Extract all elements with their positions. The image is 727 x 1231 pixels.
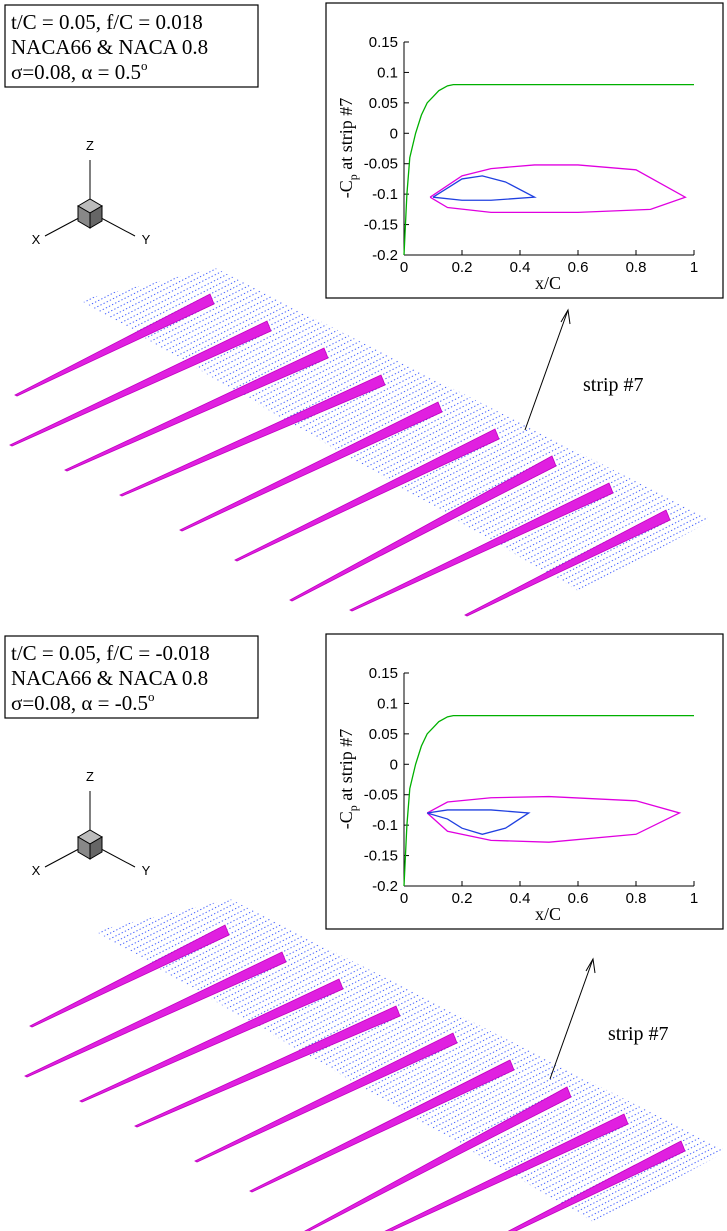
x-tick-label: 0.8 [626, 890, 647, 907]
series-line [432, 175, 537, 201]
x-tick-label: 0 [400, 259, 408, 276]
y-tick-label: -0.1 [372, 817, 398, 834]
blade [134, 1005, 401, 1128]
y-label-sub: p [346, 805, 360, 811]
triad-label: X [32, 232, 41, 247]
annotation: strip #7 [583, 374, 644, 396]
triad-label: Z [86, 769, 94, 784]
y-tick-label: 0.1 [377, 695, 398, 712]
case-text: NACA66 & NACA 0.8 [11, 666, 208, 690]
y-tick-label: -0.15 [364, 848, 398, 865]
blade [234, 428, 500, 562]
y-tick-label: -0.2 [372, 247, 398, 264]
y-tick-label: 0 [390, 125, 398, 142]
wing-mesh [24, 899, 727, 1231]
series-line [429, 164, 687, 214]
case-box [4, 4, 259, 88]
blade [194, 1032, 458, 1163]
x-axis-label: x/C [535, 904, 561, 924]
inset-frame [325, 633, 724, 930]
case-text-sup: o [141, 58, 148, 73]
blade [14, 293, 215, 397]
x-tick-label: 0 [400, 890, 408, 907]
case-text: NACA66 & NACA 0.8 [11, 35, 208, 59]
triad-label: X [32, 863, 41, 878]
x-tick-label: 0.8 [626, 259, 647, 276]
blade [464, 509, 671, 617]
case-text: t/C = 0.05, f/C = 0.018 [11, 10, 203, 34]
y-tick-label: 0.15 [369, 34, 398, 51]
y-tick-label: -0.15 [364, 217, 398, 234]
case-text: σ=0.08, α = 0.5o [11, 58, 148, 84]
blade [79, 978, 344, 1103]
arrow [549, 958, 594, 1080]
blade [249, 1059, 515, 1193]
triad-cube [89, 836, 103, 860]
y-tick-label: 0 [390, 756, 398, 773]
y-tick-label: 0.05 [369, 726, 398, 743]
x-tick-label: 1 [690, 259, 698, 276]
inset-frame [325, 2, 724, 299]
triad-label: Y [142, 863, 151, 878]
y-label-rest: at strip #7 [336, 729, 356, 806]
triad-cube [89, 205, 103, 229]
triad-label: Z [86, 138, 94, 153]
blade [24, 951, 287, 1078]
arrow-head [560, 308, 571, 325]
arrow [524, 309, 569, 431]
case-text-sup: o [148, 689, 155, 704]
y-label-sub: p [346, 174, 360, 180]
y-axis-label: -Cp at strip #7 [336, 729, 360, 830]
series-line [426, 795, 682, 843]
y-tick-label: -0.1 [372, 186, 398, 203]
wing-mesh [9, 268, 712, 617]
x-tick-label: 0.4 [510, 259, 531, 276]
triad-label: Y [142, 232, 151, 247]
blade [507, 1140, 686, 1231]
arrow-head [585, 957, 596, 974]
blade [179, 401, 443, 532]
x-tick-label: 0.6 [568, 890, 589, 907]
annotation: strip #7 [608, 1023, 669, 1045]
case-text: t/C = 0.05, f/C = -0.018 [11, 641, 210, 665]
case-text-main: σ=0.08, α = -0.5 [11, 691, 148, 715]
case-box [4, 635, 259, 719]
y-tick-label: 0.15 [369, 665, 398, 682]
x-tick-label: 0.2 [452, 890, 473, 907]
series-line [427, 809, 531, 835]
y-label-main: -C [336, 180, 356, 198]
series-line [403, 714, 694, 887]
y-tick-label: 0.1 [377, 64, 398, 81]
blade [349, 482, 614, 612]
blade [119, 374, 386, 497]
y-label-main: -C [336, 811, 356, 829]
x-tick-label: 0.2 [452, 259, 473, 276]
case-text-main: σ=0.08, α = 0.5 [11, 60, 141, 84]
blade [384, 1113, 629, 1231]
blade [289, 455, 557, 602]
y-axis-label: -Cp at strip #7 [336, 98, 360, 199]
y-tick-label: -0.2 [372, 878, 398, 895]
blade [29, 924, 230, 1028]
y-label-rest: at strip #7 [336, 98, 356, 175]
x-tick-label: 0.6 [568, 259, 589, 276]
case-text: σ=0.08, α = -0.5o [11, 689, 155, 715]
blade [9, 320, 272, 447]
y-tick-label: 0.05 [369, 95, 398, 112]
blade [304, 1086, 572, 1231]
blade [64, 347, 329, 472]
x-tick-label: 1 [690, 890, 698, 907]
x-tick-label: 0.4 [510, 890, 531, 907]
x-axis-label: x/C [535, 273, 561, 293]
series-line [403, 83, 694, 256]
y-tick-label: -0.05 [364, 787, 398, 804]
y-tick-label: -0.05 [364, 156, 398, 173]
